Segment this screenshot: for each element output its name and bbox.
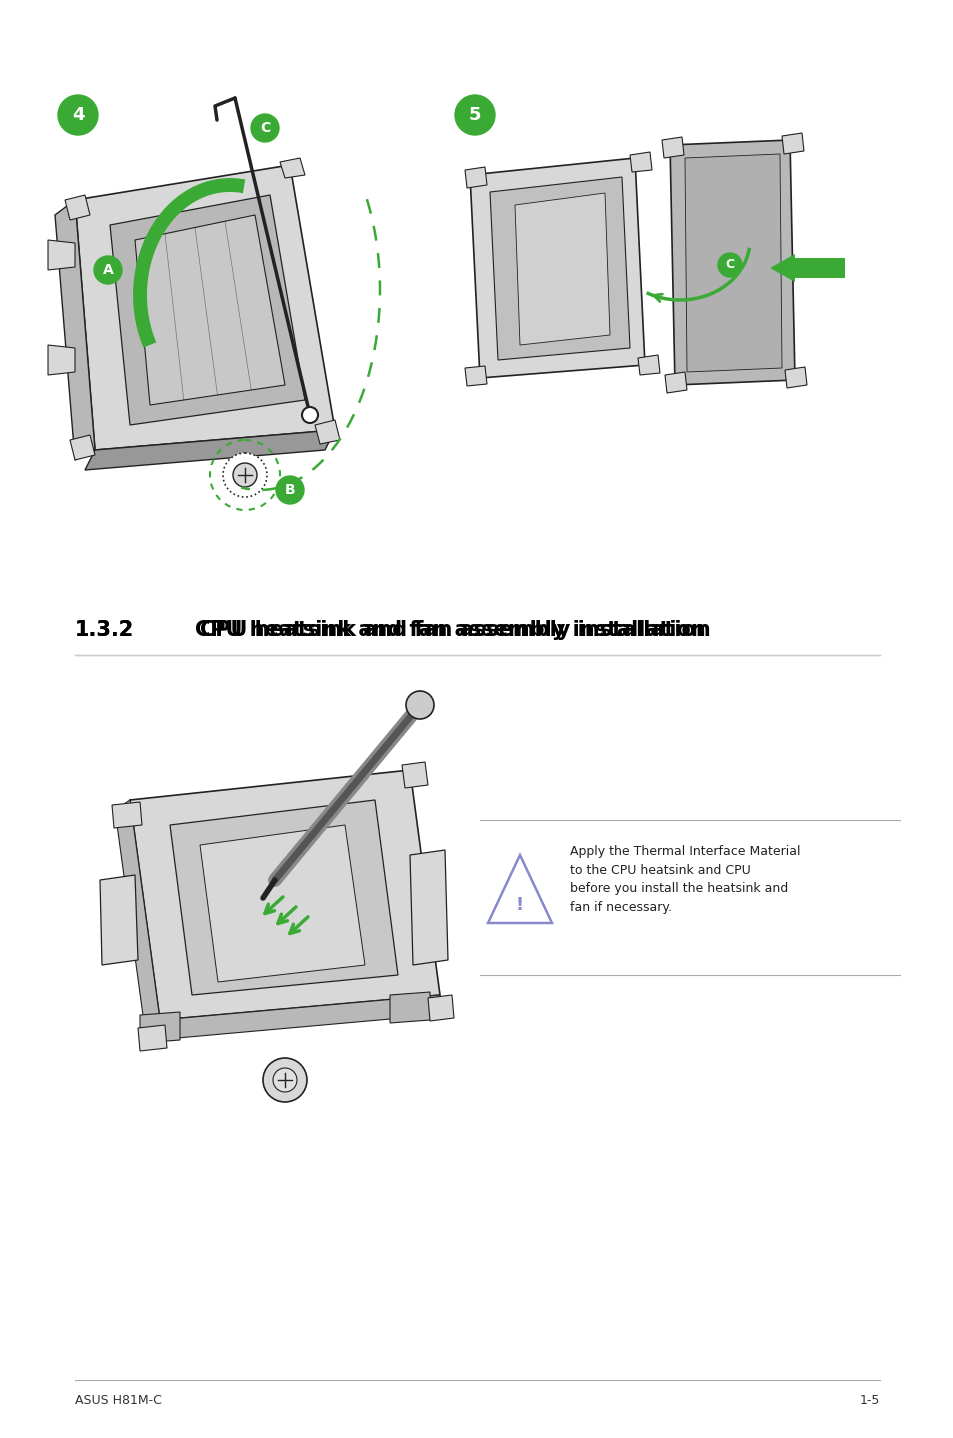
- Text: C: C: [259, 121, 270, 135]
- Polygon shape: [664, 372, 686, 393]
- Circle shape: [302, 407, 317, 423]
- Circle shape: [251, 114, 278, 142]
- Text: 1.3.2: 1.3.2: [75, 620, 134, 640]
- Text: B: B: [284, 483, 295, 498]
- Text: 1-5: 1-5: [859, 1393, 879, 1406]
- Polygon shape: [490, 177, 629, 360]
- Polygon shape: [112, 802, 142, 828]
- Polygon shape: [661, 137, 683, 158]
- Polygon shape: [464, 367, 486, 385]
- Polygon shape: [669, 139, 794, 385]
- Text: ASUS H81M-C: ASUS H81M-C: [75, 1393, 162, 1406]
- Text: Apply the Thermal Interface Material
to the CPU heatsink and CPU
before you inst: Apply the Thermal Interface Material to …: [569, 846, 800, 913]
- Polygon shape: [515, 193, 609, 345]
- Circle shape: [406, 692, 434, 719]
- Polygon shape: [314, 420, 339, 444]
- Polygon shape: [55, 200, 95, 460]
- Polygon shape: [784, 367, 806, 388]
- Polygon shape: [638, 355, 659, 375]
- Text: !: !: [516, 896, 523, 915]
- Circle shape: [273, 1068, 296, 1091]
- Polygon shape: [401, 762, 428, 788]
- Text: CPU heatsink and fan assembly installation: CPU heatsink and fan assembly installati…: [194, 620, 705, 640]
- Polygon shape: [488, 856, 552, 923]
- Circle shape: [58, 95, 98, 135]
- Polygon shape: [70, 436, 95, 460]
- Polygon shape: [629, 152, 651, 173]
- Text: 4: 4: [71, 106, 84, 124]
- Polygon shape: [464, 167, 486, 188]
- Circle shape: [455, 95, 495, 135]
- Polygon shape: [135, 216, 285, 406]
- Polygon shape: [140, 1012, 180, 1043]
- Polygon shape: [100, 874, 138, 965]
- Polygon shape: [390, 992, 430, 1022]
- Polygon shape: [75, 165, 335, 450]
- Polygon shape: [684, 154, 781, 372]
- Polygon shape: [110, 196, 305, 426]
- Polygon shape: [470, 158, 644, 378]
- Circle shape: [233, 463, 256, 487]
- Polygon shape: [769, 255, 844, 282]
- Polygon shape: [48, 345, 75, 375]
- Circle shape: [94, 256, 122, 283]
- Polygon shape: [154, 995, 439, 1040]
- Polygon shape: [200, 825, 365, 982]
- Polygon shape: [170, 800, 397, 995]
- Text: 5: 5: [468, 106, 480, 124]
- Text: A: A: [103, 263, 113, 278]
- Polygon shape: [115, 800, 160, 1030]
- Text: CPU heatsink and fan assembly installation: CPU heatsink and fan assembly installati…: [200, 620, 710, 640]
- Polygon shape: [65, 196, 90, 220]
- Circle shape: [718, 253, 741, 278]
- Polygon shape: [130, 769, 439, 1020]
- Polygon shape: [138, 1025, 167, 1051]
- Text: C: C: [724, 259, 734, 272]
- Polygon shape: [48, 240, 75, 270]
- Circle shape: [263, 1058, 307, 1102]
- Polygon shape: [410, 850, 448, 965]
- Polygon shape: [428, 995, 454, 1021]
- Circle shape: [223, 453, 267, 498]
- Polygon shape: [280, 158, 305, 178]
- Text: 1.3.2: 1.3.2: [75, 620, 134, 640]
- Circle shape: [275, 476, 304, 503]
- Polygon shape: [85, 430, 335, 470]
- Polygon shape: [781, 132, 803, 154]
